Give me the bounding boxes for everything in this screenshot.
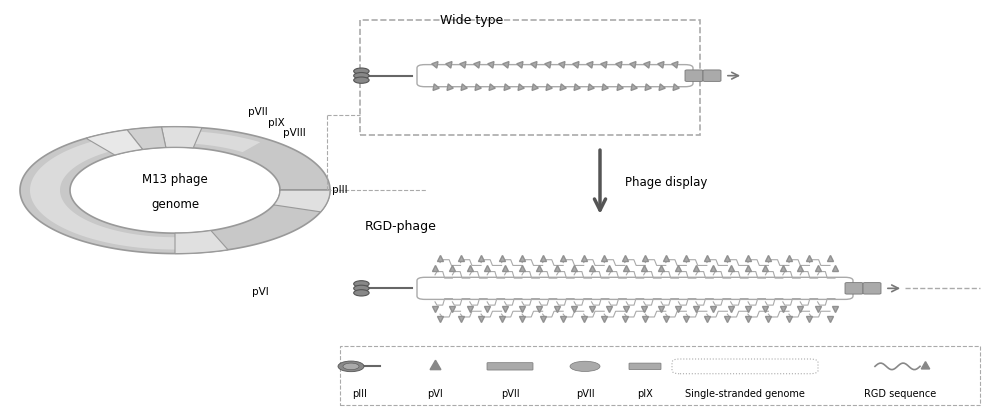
Circle shape: [354, 72, 369, 79]
Polygon shape: [175, 231, 228, 254]
FancyBboxPatch shape: [672, 359, 818, 374]
Text: Phage display: Phage display: [625, 175, 707, 189]
Text: pVI: pVI: [252, 288, 269, 297]
FancyBboxPatch shape: [487, 363, 533, 370]
Polygon shape: [86, 130, 143, 155]
FancyBboxPatch shape: [863, 283, 881, 294]
FancyBboxPatch shape: [340, 346, 980, 405]
Polygon shape: [20, 127, 330, 254]
Text: pVII: pVII: [501, 389, 519, 399]
Text: pVII: pVII: [248, 108, 268, 117]
Circle shape: [354, 281, 369, 287]
Text: M13 phage: M13 phage: [142, 173, 208, 187]
Text: pIX: pIX: [268, 118, 285, 128]
Circle shape: [354, 77, 369, 83]
Polygon shape: [127, 127, 166, 149]
Polygon shape: [274, 190, 330, 212]
Polygon shape: [161, 127, 202, 148]
Text: pVI: pVI: [427, 389, 443, 399]
FancyBboxPatch shape: [845, 283, 863, 294]
Ellipse shape: [570, 361, 600, 371]
Text: genome: genome: [151, 198, 199, 211]
Text: pIII: pIII: [353, 389, 367, 399]
Circle shape: [354, 285, 369, 292]
Circle shape: [354, 68, 369, 74]
Text: pVII: pVII: [576, 389, 594, 399]
Text: RGD sequence: RGD sequence: [864, 389, 936, 399]
Text: pIX: pIX: [637, 389, 653, 399]
Circle shape: [354, 290, 369, 296]
FancyBboxPatch shape: [417, 65, 693, 87]
FancyBboxPatch shape: [629, 363, 661, 370]
Text: RGD-phage: RGD-phage: [365, 220, 437, 234]
Circle shape: [343, 363, 359, 370]
Text: Wide type: Wide type: [440, 14, 503, 27]
Circle shape: [338, 361, 364, 372]
Text: Single-stranded genome: Single-stranded genome: [685, 389, 805, 399]
FancyBboxPatch shape: [685, 70, 703, 81]
FancyBboxPatch shape: [417, 277, 853, 299]
FancyBboxPatch shape: [703, 70, 721, 81]
Text: pIII: pIII: [332, 185, 348, 195]
Polygon shape: [30, 131, 260, 249]
Text: pVIII: pVIII: [283, 128, 306, 138]
